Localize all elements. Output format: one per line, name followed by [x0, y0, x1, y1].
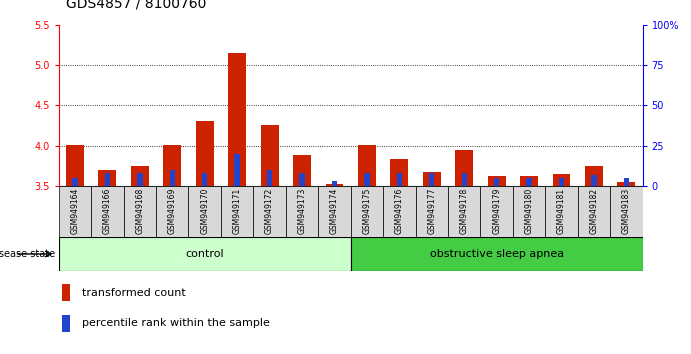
Bar [99, 170, 116, 186]
Text: GSM949180: GSM949180 [524, 188, 533, 234]
Bar [350, 186, 383, 237]
Text: GSM949173: GSM949173 [298, 188, 307, 234]
Bar [196, 121, 214, 186]
Bar [66, 145, 84, 186]
Bar [59, 186, 91, 237]
Text: GSM949170: GSM949170 [200, 188, 209, 234]
Bar [624, 178, 629, 186]
Bar [455, 150, 473, 186]
Text: GSM949179: GSM949179 [492, 188, 501, 234]
Text: GSM949178: GSM949178 [460, 188, 468, 234]
Bar [397, 173, 402, 186]
Bar [390, 159, 408, 186]
Bar [415, 186, 448, 237]
Bar [267, 170, 272, 186]
Bar [131, 166, 149, 186]
Text: GSM949166: GSM949166 [103, 188, 112, 234]
Bar [59, 237, 350, 271]
Bar [480, 186, 513, 237]
Bar [448, 186, 480, 237]
Bar [364, 173, 370, 186]
Bar [325, 184, 343, 186]
Text: GDS4857 / 8100760: GDS4857 / 8100760 [66, 0, 206, 11]
Text: GSM949164: GSM949164 [70, 188, 79, 234]
Text: GSM949183: GSM949183 [622, 188, 631, 234]
Bar [61, 285, 70, 301]
Text: obstructive sleep apnea: obstructive sleep apnea [430, 249, 564, 259]
Text: GSM949182: GSM949182 [589, 188, 598, 234]
Bar [254, 186, 286, 237]
Bar [527, 178, 532, 186]
Bar [585, 166, 603, 186]
Bar [494, 178, 500, 186]
Bar [169, 170, 175, 186]
Bar [221, 186, 254, 237]
Text: GSM949175: GSM949175 [362, 188, 371, 234]
Bar [286, 186, 319, 237]
Bar [137, 173, 142, 186]
Bar [156, 186, 189, 237]
Bar [488, 176, 506, 186]
Bar [293, 155, 311, 186]
Bar [462, 173, 467, 186]
Text: GSM949169: GSM949169 [168, 188, 177, 234]
Bar [228, 53, 246, 186]
Text: GSM949174: GSM949174 [330, 188, 339, 234]
Text: GSM949176: GSM949176 [395, 188, 404, 234]
Text: GSM949181: GSM949181 [557, 188, 566, 234]
Bar [610, 186, 643, 237]
Bar [591, 175, 596, 186]
Text: GSM949177: GSM949177 [427, 188, 436, 234]
Bar [124, 186, 156, 237]
Bar [319, 186, 350, 237]
Bar [105, 173, 110, 186]
Text: GSM949171: GSM949171 [233, 188, 242, 234]
Bar [299, 173, 305, 186]
Bar [618, 182, 635, 186]
Bar [559, 178, 565, 186]
Text: GSM949168: GSM949168 [135, 188, 144, 234]
Bar [234, 154, 240, 186]
Bar [163, 145, 181, 186]
Bar [202, 173, 207, 186]
Bar [261, 125, 278, 186]
Bar [91, 186, 124, 237]
Bar [513, 186, 545, 237]
Text: GSM949172: GSM949172 [265, 188, 274, 234]
Bar [61, 315, 70, 332]
Text: disease state: disease state [0, 249, 55, 259]
Bar [189, 186, 221, 237]
Bar [332, 181, 337, 186]
Bar [383, 186, 415, 237]
Text: transformed count: transformed count [82, 288, 186, 298]
Bar [553, 174, 571, 186]
Bar [350, 237, 643, 271]
Bar [423, 172, 441, 186]
Bar [578, 186, 610, 237]
Bar [429, 173, 435, 186]
Bar [358, 145, 376, 186]
Bar [73, 178, 77, 186]
Bar [520, 176, 538, 186]
Text: control: control [185, 249, 224, 259]
Bar [545, 186, 578, 237]
Text: percentile rank within the sample: percentile rank within the sample [82, 318, 270, 328]
